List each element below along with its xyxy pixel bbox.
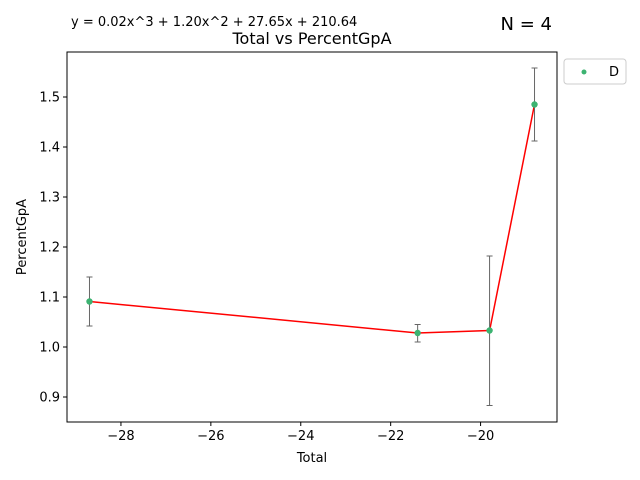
x-axis-label: Total	[296, 451, 327, 466]
axes-frame	[66, 51, 558, 423]
x-tick-label: −20	[467, 429, 494, 444]
legend-label-d: D	[609, 65, 619, 80]
chart-title: Total vs PercentGpA	[231, 29, 391, 48]
x-tick-label: −26	[197, 429, 224, 444]
legend-marker-d	[581, 69, 587, 75]
x-tick-label: −24	[287, 429, 314, 444]
x-axis: −28 −26 −24 −22 −20	[107, 422, 494, 444]
y-tick-label: 1.4	[39, 141, 60, 156]
sample-count-label: N = 4	[501, 14, 552, 35]
y-tick-label: 1.0	[39, 341, 60, 356]
y-tick-label: 0.9	[39, 391, 60, 406]
y-tick-label: 1.5	[39, 91, 60, 106]
y-axis: 0.9 1.0 1.1 1.2 1.3 1.4 1.5	[39, 91, 67, 406]
data-point	[86, 298, 93, 305]
x-tick-label: −28	[107, 429, 134, 444]
y-tick-label: 1.3	[39, 191, 60, 206]
legend-box	[563, 58, 627, 85]
fit-line	[89, 104, 536, 334]
legend: D	[563, 58, 627, 85]
fit-equation: y = 0.02x^3 + 1.20x^2 + 27.65x + 210.64	[71, 15, 357, 30]
y-tick-label: 1.1	[39, 291, 60, 306]
y-tick-label: 1.2	[39, 241, 60, 256]
plot-area	[86, 67, 538, 406]
data-point	[531, 101, 538, 108]
y-axis-label: PercentGpA	[15, 199, 30, 275]
x-tick-label: −22	[377, 429, 404, 444]
data-point	[414, 329, 421, 337]
data-point	[486, 327, 493, 334]
